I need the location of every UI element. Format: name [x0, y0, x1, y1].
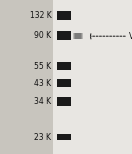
Bar	[57, 134, 71, 140]
Bar	[57, 31, 71, 40]
Bar	[73, 33, 82, 39]
Bar	[57, 97, 71, 106]
Bar	[57, 11, 71, 20]
Bar	[53, 0, 132, 154]
Bar	[57, 62, 71, 70]
Text: Vasa: Vasa	[129, 32, 132, 41]
Text: 23 K: 23 K	[34, 133, 51, 142]
Text: 43 K: 43 K	[34, 79, 51, 88]
Text: 55 K: 55 K	[34, 62, 51, 71]
Bar	[57, 79, 71, 87]
Text: 90 K: 90 K	[34, 31, 51, 40]
Bar	[75, 33, 81, 39]
Text: 132 K: 132 K	[30, 11, 51, 20]
Text: 34 K: 34 K	[34, 97, 51, 106]
Bar	[74, 33, 82, 39]
